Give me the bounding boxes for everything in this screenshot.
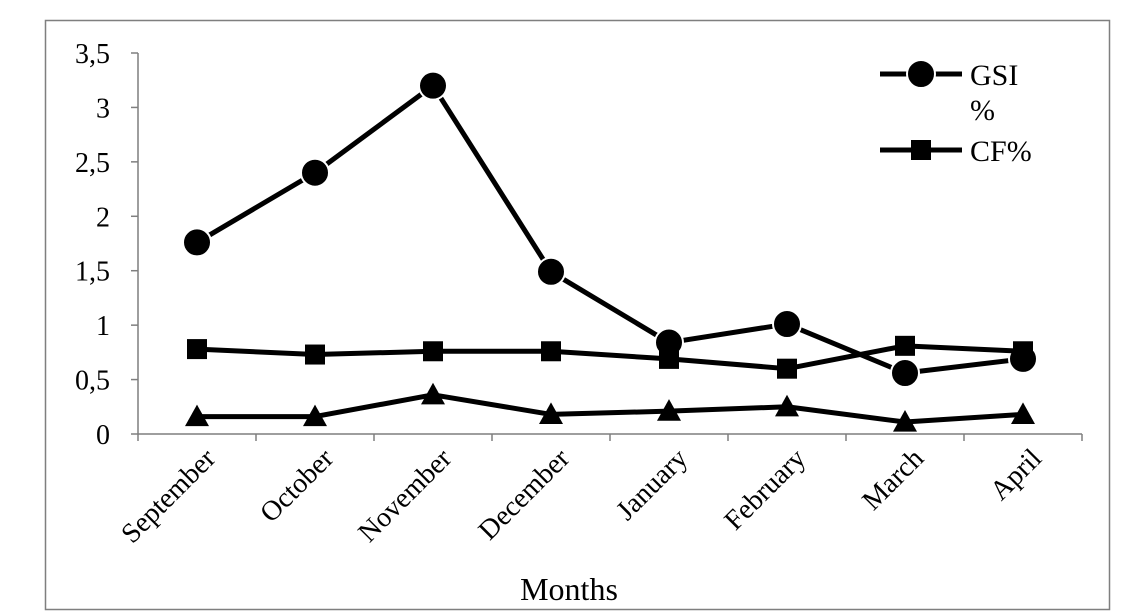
data-point-square — [541, 341, 561, 362]
series-layer — [182, 70, 1038, 432]
y-tick-label: 0,5 — [75, 366, 110, 397]
series-square — [187, 335, 1033, 379]
data-point-triangle — [303, 404, 327, 427]
chart-frame — [44, 19, 1111, 611]
data-point-square — [187, 339, 207, 360]
legend-marker-circle — [906, 59, 936, 89]
data-point-triangle — [185, 404, 209, 427]
y-tick-label: 3 — [96, 93, 110, 124]
legend-label: % — [970, 94, 995, 127]
series-line — [196, 343, 1024, 372]
y-tick-label: 3,5 — [75, 39, 110, 70]
data-point-square — [1013, 341, 1033, 362]
legend-entry: CF% — [880, 135, 1032, 168]
data-point-circle — [182, 227, 212, 258]
data-point-circle — [890, 358, 920, 389]
data-point-triangle — [657, 399, 681, 421]
legend-entry: GSI% — [880, 59, 1018, 127]
data-point-square — [305, 344, 325, 365]
data-point-circle — [772, 309, 802, 340]
data-point-triangle — [539, 402, 563, 425]
data-point-square — [423, 341, 443, 362]
data-point-square — [659, 348, 679, 369]
data-point-triangle — [1011, 402, 1035, 425]
legend-label: GSI — [970, 59, 1018, 92]
data-point-circle — [300, 157, 330, 188]
data-point-square — [777, 358, 797, 379]
y-tick-label: 0 — [96, 420, 110, 451]
series-line — [197, 392, 1024, 425]
y-axis: 0 0,5 1 1,5 2 2,5 3 3,5 — [75, 39, 139, 451]
y-tick-label: 1,5 — [75, 257, 110, 288]
data-point-circle — [536, 256, 566, 287]
data-point-circle — [418, 70, 448, 101]
data-point-triangle — [775, 394, 799, 417]
y-tick-label: 1 — [96, 311, 110, 342]
series-line — [195, 83, 1024, 376]
series-triangle — [185, 382, 1035, 432]
y-tick-label: 2,5 — [75, 148, 110, 179]
data-point-triangle — [421, 382, 445, 405]
legend-label: CF% — [970, 135, 1032, 168]
y-tick-label: 2 — [96, 202, 110, 233]
data-point-square — [895, 335, 915, 356]
legend-marker-square — [911, 140, 931, 160]
legend: GSI% CF% — [880, 59, 1032, 168]
data-point-triangle — [893, 410, 917, 432]
x-axis-title: Months — [520, 571, 618, 607]
